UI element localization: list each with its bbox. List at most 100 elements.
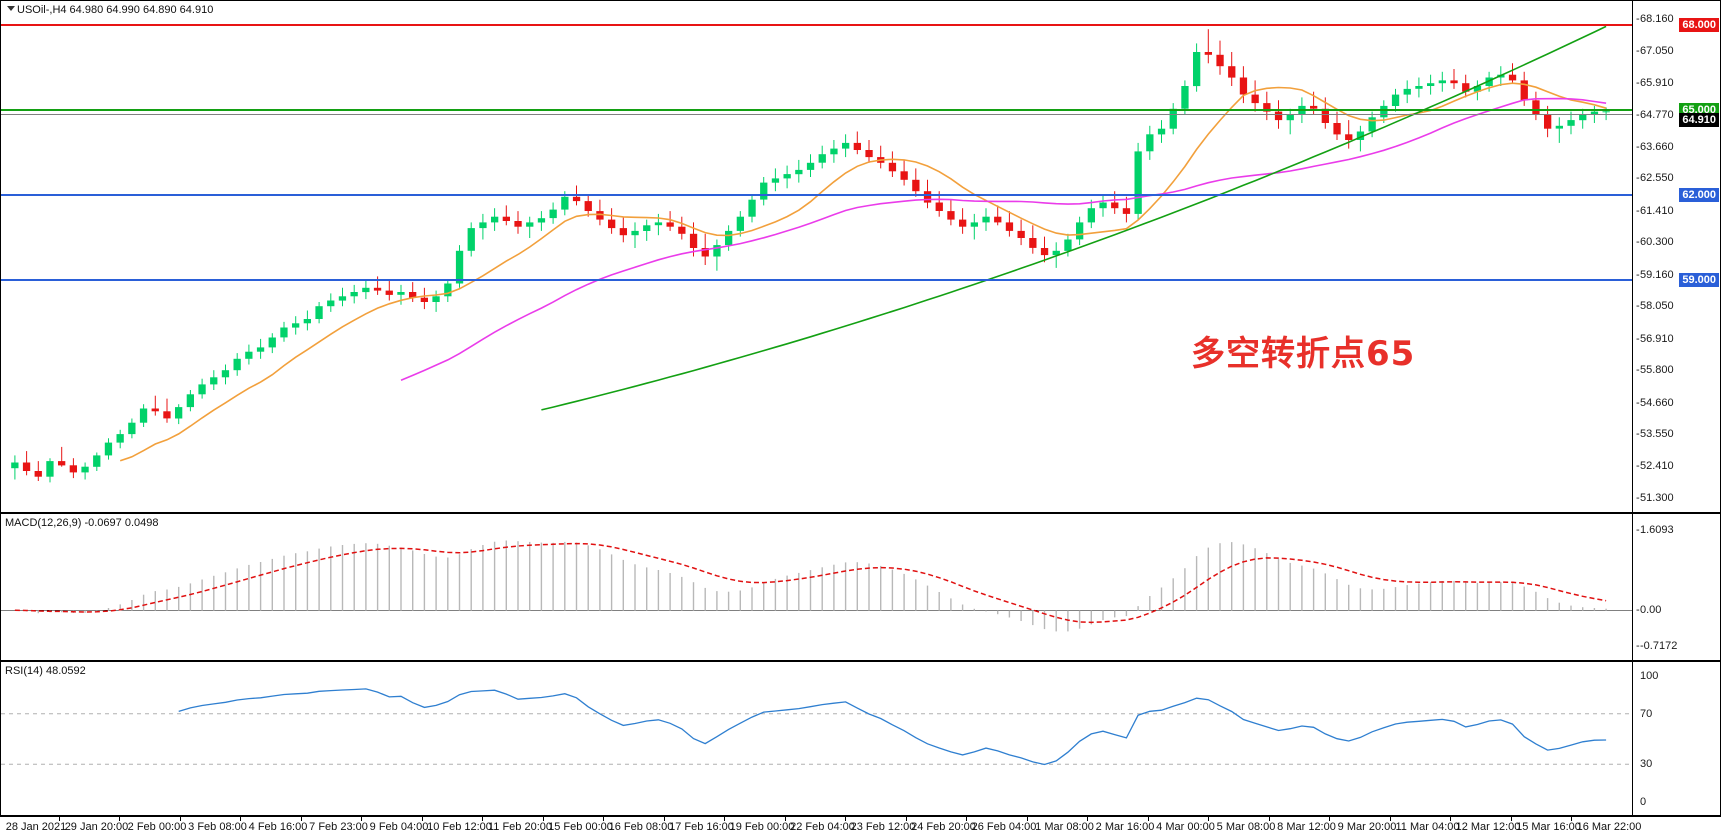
time-label: 2 Feb 00:00 — [127, 821, 187, 833]
time-tick — [663, 817, 665, 821]
time-label: 10 Feb 12:00 — [427, 821, 492, 833]
price-tick: -58.050 — [1633, 300, 1674, 313]
current-price-tag: 64.910 — [1679, 113, 1719, 128]
time-label: 19 Feb 00:00 — [729, 821, 795, 833]
level-line-59-000[interactable] — [1, 279, 1632, 282]
level-line-65-000[interactable] — [1, 108, 1632, 111]
time-label: 7 Feb 23:00 — [309, 821, 368, 833]
time-tick — [1510, 817, 1512, 821]
macd-tick: -1.6093 — [1633, 524, 1674, 536]
time-tick — [542, 817, 544, 821]
time-tick — [421, 817, 423, 821]
time-label: 15 Mar 16:00 — [1516, 821, 1581, 833]
price-tick: -67.050 — [1633, 44, 1674, 57]
price-y-axis[interactable]: -68.160 -67.050 -65.910 -64.770 -63.660 … — [1632, 1, 1720, 512]
rsi-tick: 0 — [1640, 796, 1647, 808]
price-tick: -52.410 — [1633, 460, 1674, 473]
price-tick: -60.300 — [1633, 236, 1674, 249]
time-label: 1 Mar 08:00 — [1035, 821, 1094, 833]
time-label: 28 Jan 2021 — [5, 821, 67, 833]
time-tick — [966, 817, 967, 821]
time-tick — [1026, 817, 1028, 821]
current-price-line — [1, 114, 1632, 116]
time-tick — [300, 817, 302, 821]
time-label: 5 Mar 08:00 — [1216, 821, 1276, 833]
level-price-tag: 59.000 — [1679, 273, 1719, 288]
time-tick — [724, 817, 725, 821]
time-label: 11 Feb 20:00 — [487, 821, 553, 833]
time-label: 15 Feb 00:00 — [548, 821, 613, 833]
level-line-62-000[interactable] — [1, 194, 1632, 196]
rsi-plot-area[interactable] — [1, 662, 1632, 815]
price-tick: -61.410 — [1633, 204, 1674, 217]
price-tick: -65.910 — [1633, 76, 1674, 89]
macd-plot-area[interactable] — [1, 514, 1632, 660]
time-tick — [1571, 817, 1572, 821]
time-tick — [361, 817, 362, 821]
time-label: 2 Mar 16:00 — [1095, 821, 1155, 833]
price-tick: -62.550 — [1633, 172, 1674, 185]
price-tick: -53.550 — [1633, 428, 1674, 441]
time-tick — [1329, 817, 1330, 821]
time-label: 26 Feb 04:00 — [971, 821, 1037, 833]
rsi-tick: 100 — [1640, 670, 1659, 682]
time-tick — [482, 817, 483, 821]
price-tick: -51.300 — [1633, 492, 1674, 504]
price-tick: -59.160 — [1633, 268, 1674, 281]
symbol-header: USOil-,H4 64.980 64.990 64.890 64.910 — [17, 4, 214, 16]
macd-y-axis[interactable]: -1.6093 -0.00 --0.7172 — [1632, 514, 1720, 660]
level-price-tag: 65.000 — [1679, 102, 1719, 117]
time-label: 4 Feb 16:00 — [248, 821, 308, 833]
time-label: 8 Mar 12:00 — [1277, 821, 1336, 833]
level-line-68-000[interactable] — [1, 23, 1632, 26]
time-tick — [905, 817, 907, 821]
macd-tick: -0.00 — [1633, 604, 1662, 617]
time-tick — [179, 817, 181, 821]
time-tick — [119, 817, 120, 821]
time-label: 16 Mar 22:00 — [1576, 821, 1642, 833]
price-tick: -55.800 — [1633, 364, 1674, 377]
time-tick — [1087, 817, 1088, 821]
macd-series — [1, 540, 1632, 632]
time-label: 12 Mar 12:00 — [1455, 821, 1521, 833]
time-label: 23 Feb 12:00 — [850, 821, 916, 833]
time-tick — [1208, 817, 1209, 821]
price-tick: -64.770 — [1633, 109, 1674, 122]
rsi-tick: 30 — [1640, 758, 1653, 771]
time-tick — [58, 817, 60, 821]
level-price-tag: 62.000 — [1679, 188, 1719, 202]
time-label: 4 Mar 00:00 — [1156, 821, 1215, 833]
price-panel: USOil-,H4 64.980 64.990 64.890 64.910 -6… — [0, 0, 1721, 513]
rsi-y-axis[interactable]: 100 70 30 0 — [1632, 662, 1720, 815]
time-tick — [1389, 817, 1391, 821]
time-tick — [603, 817, 604, 821]
time-label: 16 Feb 08:00 — [608, 821, 674, 833]
macd-panel: MACD(12,26,9) -0.0697 0.0498 -1.6093 -0.… — [0, 513, 1721, 661]
price-plot-area[interactable] — [1, 1, 1632, 512]
time-tick — [1147, 817, 1149, 821]
time-label: 9 Mar 20:00 — [1337, 821, 1397, 833]
time-label: 9 Feb 04:00 — [369, 821, 429, 833]
time-tick — [1268, 817, 1270, 821]
time-tick — [845, 817, 846, 821]
rsi-series — [1, 688, 1632, 766]
time-tick — [784, 817, 786, 821]
time-label: 17 Feb 16:00 — [669, 821, 734, 833]
price-tick: -54.660 — [1633, 396, 1674, 409]
rsi-tick: 70 — [1640, 707, 1653, 720]
chevron-down-icon[interactable] — [7, 6, 15, 11]
level-price-tag: 68.000 — [1679, 17, 1719, 32]
time-label: 22 Feb 04:00 — [790, 821, 855, 833]
macd-header: MACD(12,26,9) -0.0697 0.0498 — [5, 517, 159, 529]
rsi-panel: RSI(14) 48.0592 100 70 30 0 — [0, 661, 1721, 816]
time-label: 24 Feb 20:00 — [911, 821, 976, 833]
price-tick: -56.910 — [1633, 332, 1674, 345]
time-label: 11 Mar 04:00 — [1395, 821, 1460, 833]
time-label: 3 Feb 08:00 — [188, 821, 247, 833]
chart-annotation: 多空转折点65 — [1191, 334, 1416, 374]
rsi-header: RSI(14) 48.0592 — [5, 665, 86, 677]
price-tick: -63.660 — [1633, 140, 1674, 153]
time-axis[interactable]: 28 Jan 2021 29 Jan 20:00 2 Feb 00:00 3 Feb … — [0, 816, 1721, 838]
price-tick: -68.160 — [1633, 13, 1674, 25]
